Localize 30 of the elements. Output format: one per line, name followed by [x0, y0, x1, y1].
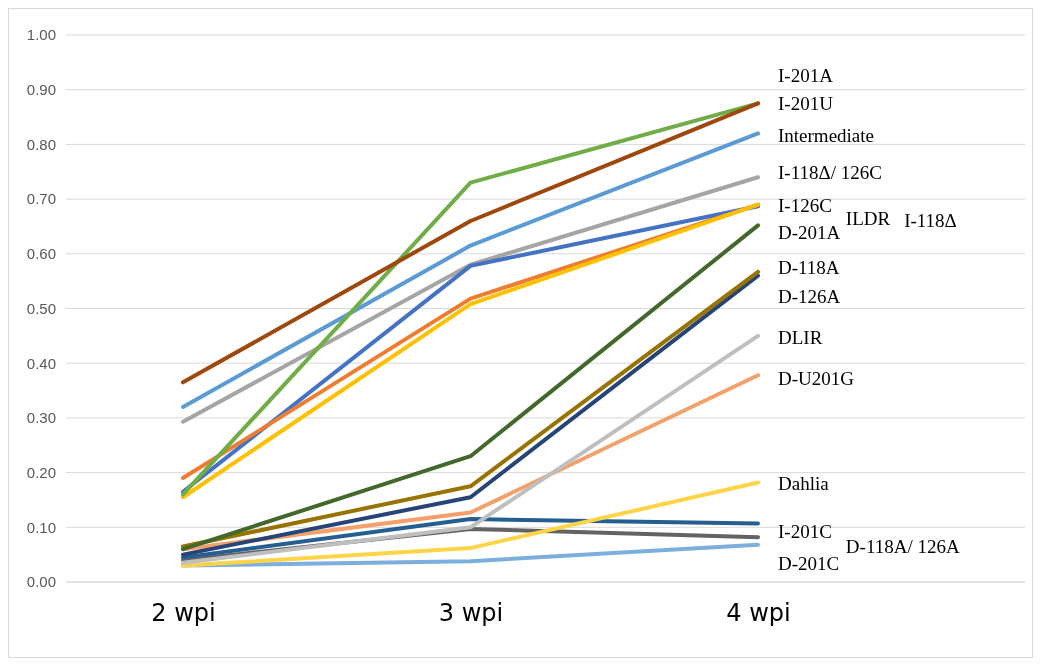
y-tick-label: 0.10 [26, 518, 56, 536]
annotation: Dahlia [778, 472, 830, 494]
annotation: D-U201G [778, 367, 855, 389]
annotation: Intermediate [778, 124, 875, 146]
y-tick-label: 0.50 [26, 299, 56, 317]
annotation: I-118Δ/ 126C [778, 161, 882, 183]
y-tick-label: 0.80 [26, 135, 56, 153]
x-tick-label: 2 wpi [151, 599, 216, 628]
y-tick-label: 0.60 [26, 245, 56, 263]
y-tick-label: 0.70 [26, 190, 56, 208]
x-tick-label: 3 wpi [438, 599, 504, 628]
annotation: I-118Δ [904, 209, 957, 231]
annotation: D-201C [778, 552, 840, 574]
annotation: I-126C [778, 194, 832, 216]
annotation: ILDR [845, 207, 891, 229]
annotation: D-118A/ 126A [845, 535, 960, 557]
annotation: I-201U [778, 92, 834, 114]
annotation: D-118A [778, 256, 840, 278]
x-tick-label: 4 wpi [726, 599, 791, 628]
y-tick-label: 0.20 [26, 463, 56, 481]
annotation: DLIR [778, 326, 823, 348]
y-tick-label: 0.00 [26, 573, 56, 591]
annotation: I-201C [778, 520, 832, 542]
annotation: D-126A [778, 285, 841, 307]
y-tick-label: 0.30 [26, 409, 56, 427]
y-tick-label: 0.40 [26, 354, 56, 372]
y-tick-label: 1.00 [26, 26, 56, 44]
y-tick-label: 0.90 [26, 81, 56, 98]
annotation: I-201A [778, 64, 834, 86]
annotation: D-201A [778, 221, 841, 243]
